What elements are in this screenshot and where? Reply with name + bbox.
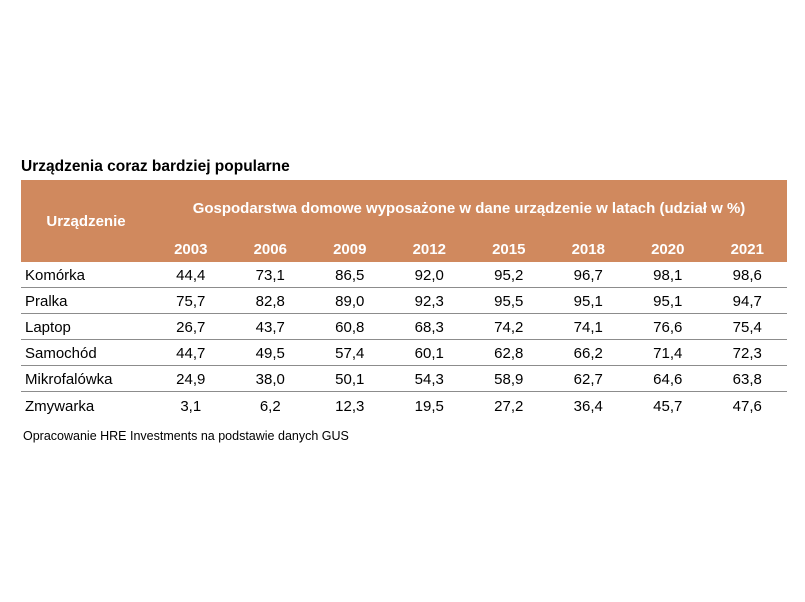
year-header-row: 2003 2006 2009 2012 2015 2018 2020 2021	[151, 241, 787, 258]
table-cell: 44,4	[176, 267, 206, 284]
table-cell: 76,6	[653, 319, 683, 336]
row-label: Laptop	[25, 319, 71, 336]
year-header-2012: 2012	[412, 241, 446, 258]
table-cell: 82,8	[255, 293, 285, 310]
table-cell: 74,1	[573, 319, 603, 336]
table-cell: 64,6	[653, 371, 683, 388]
table-cell: 12,3	[335, 398, 365, 415]
table-cell: 75,4	[732, 319, 762, 336]
table-cell: 92,3	[414, 293, 444, 310]
table-cell: 72,3	[732, 345, 762, 362]
table-cell: 89,0	[335, 293, 365, 310]
table-cell: 6,2	[259, 398, 281, 415]
row-header-label: Urządzenie	[46, 212, 126, 230]
table-header: Urządzenie Gospodarstwa domowe wyposażon…	[21, 180, 787, 262]
table-cell: 54,3	[414, 371, 444, 388]
year-header-2006: 2006	[253, 241, 287, 258]
table-cell: 38,0	[255, 371, 285, 388]
table-cell: 95,1	[653, 293, 683, 310]
table-cell: 75,7	[176, 293, 206, 310]
table-cell: 26,7	[176, 319, 206, 336]
row-cells: 24,9 38,0 50,1 54,3 58,9 62,7 64,6 63,8	[151, 371, 787, 388]
table-cell: 92,0	[414, 267, 444, 284]
row-cells: 3,1 6,2 12,3 19,5 27,2 36,4 45,7 47,6	[151, 398, 787, 415]
table-cell: 49,5	[255, 345, 285, 362]
table-cell: 74,2	[494, 319, 524, 336]
table-row: Samochód 44,7 49,5 57,4 60,1 62,8 66,2 71,4 72,3	[21, 340, 787, 366]
table-cell: 98,6	[732, 267, 762, 284]
table-cell: 58,9	[494, 371, 524, 388]
table-cell: 45,7	[653, 398, 683, 415]
year-header-2021: 2021	[730, 241, 764, 258]
table-cell: 60,8	[335, 319, 365, 336]
table-cell: 19,5	[414, 398, 444, 415]
table-row: Komórka 44,4 73,1 86,5 92,0 95,2 96,7 98,1 98,6	[21, 262, 787, 288]
row-cells: 26,7 43,7 60,8 68,3 74,2 74,1 76,6 75,4	[151, 319, 787, 336]
table-row: Zmywarka 3,1 6,2 12,3 19,5 27,2 36,4 45,7 47,6	[21, 392, 787, 418]
year-header-2009: 2009	[333, 241, 367, 258]
row-label: Mikrofalówka	[25, 371, 113, 388]
table-cell: 44,7	[176, 345, 206, 362]
row-cells: 75,7 82,8 89,0 92,3 95,5 95,1 95,1 94,7	[151, 293, 787, 310]
year-header-2020: 2020	[651, 241, 685, 258]
table-cell: 68,3	[414, 319, 444, 336]
table-cell: 27,2	[494, 398, 524, 415]
year-header-2015: 2015	[492, 241, 526, 258]
table-cell: 62,7	[573, 371, 603, 388]
year-header-2003: 2003	[174, 241, 208, 258]
row-label: Zmywarka	[25, 398, 95, 415]
source-note: Opracowanie HRE Investments na podstawie…	[23, 429, 349, 443]
table-row: Mikrofalówka 24,9 38,0 50,1 54,3 58,9 62,7 64,6…	[21, 366, 787, 392]
table-row: Laptop 26,7 43,7 60,8 68,3 74,2 74,1 76,6 75,4	[21, 314, 787, 340]
table-cell: 96,7	[573, 267, 603, 284]
table-cell: 36,4	[573, 398, 603, 415]
table-cell: 95,1	[573, 293, 603, 310]
table-cell: 43,7	[255, 319, 285, 336]
table-cell: 24,9	[176, 371, 206, 388]
table-cell: 94,7	[732, 293, 762, 310]
table-cell: 95,2	[494, 267, 524, 284]
table-cell: 57,4	[335, 345, 365, 362]
table-cell: 62,8	[494, 345, 524, 362]
table-cell: 60,1	[414, 345, 444, 362]
row-label: Pralka	[25, 293, 68, 310]
row-label: Samochód	[25, 345, 97, 362]
data-table: Urządzenie Gospodarstwa domowe wyposażon…	[21, 180, 787, 418]
table-cell: 47,6	[732, 398, 762, 415]
table-cell: 63,8	[732, 371, 762, 388]
table-cell: 50,1	[335, 371, 365, 388]
column-group-label: Gospodarstwa domowe wyposażone w dane ur…	[192, 200, 746, 217]
table-title: Urządzenia coraz bardziej popularne	[21, 158, 290, 175]
year-header-2018: 2018	[571, 241, 605, 258]
table-cell: 71,4	[653, 345, 683, 362]
row-label: Komórka	[25, 267, 86, 284]
table-body: Komórka 44,4 73,1 86,5 92,0 95,2 96,7 98,1 98,6 P…	[21, 262, 787, 418]
table-cell: 66,2	[573, 345, 603, 362]
row-cells: 44,7 49,5 57,4 60,1 62,8 66,2 71,4 72,3	[151, 345, 787, 362]
table-cell: 98,1	[653, 267, 683, 284]
table-cell: 95,5	[494, 293, 524, 310]
table-cell: 3,1	[180, 398, 202, 415]
table-cell: 73,1	[255, 267, 285, 284]
row-cells: 44,4 73,1 86,5 92,0 95,2 96,7 98,1 98,6	[151, 267, 787, 284]
table-row: Pralka 75,7 82,8 89,0 92,3 95,5 95,1 95,1 94,7	[21, 288, 787, 314]
table-cell: 86,5	[335, 267, 365, 284]
